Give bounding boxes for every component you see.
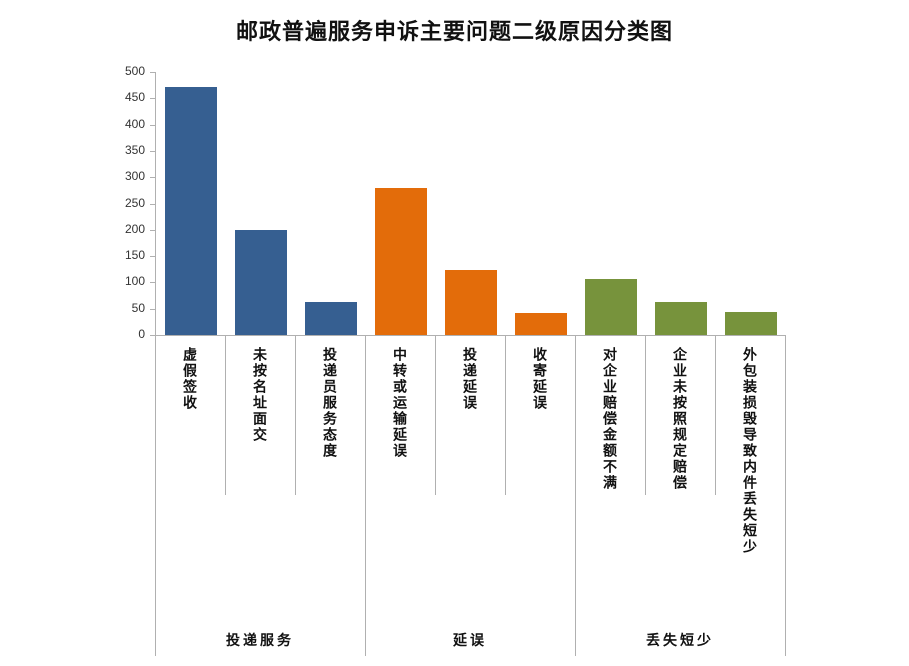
category-separator <box>295 335 296 495</box>
y-tick-label: 200 <box>124 221 145 236</box>
y-axis-line <box>155 72 156 335</box>
category-separator <box>225 335 226 495</box>
bar[interactable] <box>585 278 637 335</box>
y-tick-mark <box>150 150 155 152</box>
y-tick-label: 300 <box>124 169 145 184</box>
x-category-label: 外包装损毁导致内件丢失短少 <box>741 347 757 555</box>
y-tick-mark <box>150 177 155 179</box>
category-separator <box>505 335 506 495</box>
bar[interactable] <box>445 269 497 335</box>
y-tick-mark <box>150 203 155 205</box>
x-category-label: 企业未按照规定赔偿 <box>671 347 687 491</box>
x-category-label: 中转或运输延误 <box>391 347 407 459</box>
y-tick-mark <box>150 124 155 126</box>
y-tick-label: 150 <box>124 248 145 263</box>
y-tick-label: 500 <box>124 64 145 78</box>
category-separator <box>715 335 716 495</box>
x-category-label: 收寄延误 <box>531 347 547 411</box>
category-separator <box>645 335 646 495</box>
y-tick-mark <box>150 308 155 310</box>
bar[interactable] <box>515 312 567 335</box>
y-tick-mark <box>150 229 155 231</box>
x-category-label: 未按名址面交 <box>251 347 267 443</box>
bar[interactable] <box>165 87 217 335</box>
x-axis-line <box>155 335 785 336</box>
x-category-label: 投递延误 <box>461 347 477 411</box>
y-tick-label: 350 <box>124 142 145 157</box>
y-tick-label: 400 <box>124 116 145 131</box>
category-separator <box>785 335 786 656</box>
y-tick-mark <box>150 72 155 73</box>
y-tick-mark <box>150 98 155 100</box>
y-tick-mark <box>150 282 155 284</box>
y-tick-mark <box>150 256 155 258</box>
bar[interactable] <box>305 301 357 335</box>
y-tick-label: 50 <box>131 300 145 315</box>
y-tick-label: 250 <box>124 195 145 210</box>
bar[interactable] <box>375 188 427 335</box>
x-group-label: 投递服务 <box>226 633 294 649</box>
x-group-label: 延误 <box>453 633 487 649</box>
category-separator <box>575 335 576 656</box>
x-category-label: 投递员服务态度 <box>321 347 337 459</box>
y-tick-label: 0 <box>138 327 145 341</box>
y-tick-mark <box>150 335 155 336</box>
category-separator <box>155 335 156 656</box>
x-group-label: 丢失短少 <box>646 633 714 649</box>
bar[interactable] <box>655 301 707 335</box>
x-category-label: 对企业赔偿金额不满 <box>601 347 617 491</box>
y-tick-label: 450 <box>124 90 145 105</box>
bar[interactable] <box>235 229 287 335</box>
y-tick-label: 100 <box>124 274 145 289</box>
category-separator <box>365 335 366 656</box>
category-separator <box>435 335 436 495</box>
chart-title: 邮政普遍服务申诉主要问题二级原因分类图 <box>235 20 673 45</box>
x-category-label: 虚假签收 <box>181 347 197 411</box>
bar[interactable] <box>725 311 777 335</box>
